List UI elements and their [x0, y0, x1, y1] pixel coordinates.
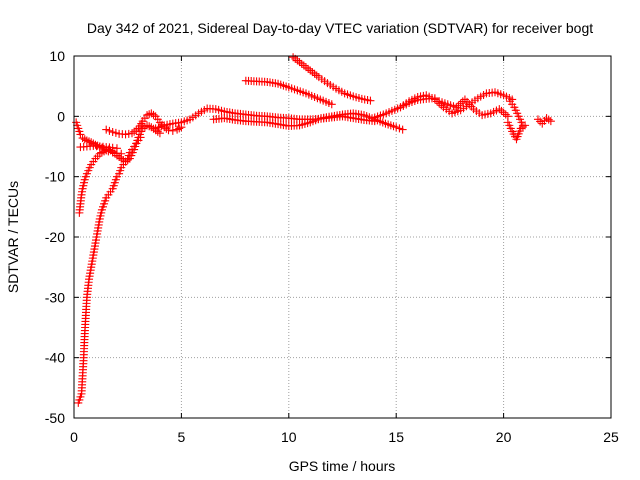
y-tick-label: -20 [45, 229, 65, 245]
data-point [168, 126, 177, 135]
y-tick-label: -50 [45, 410, 65, 426]
data-point-interp [395, 124, 404, 133]
data-point [121, 130, 130, 139]
data-point [398, 125, 407, 134]
series-arc-9 [289, 53, 375, 105]
series-arc-7 [209, 109, 407, 134]
data-point-interp [111, 128, 120, 137]
data-point-interp [149, 110, 158, 119]
y-tick-label: 10 [49, 48, 65, 64]
axes: 0 5 10 15 20 25 -50 -40 -30 -20 -10 0 10 [45, 48, 619, 445]
data-point-interp [497, 106, 506, 115]
data-point [155, 129, 164, 138]
series-arc-5 [102, 109, 186, 139]
data-point-interp [145, 110, 154, 119]
x-tick-label: 10 [281, 429, 297, 445]
data-point-interp [124, 129, 133, 138]
data-point-interp [105, 126, 114, 135]
chart-title: Day 342 of 2021, Sidereal Day-to-day VTE… [87, 20, 593, 36]
data-point-interp [499, 108, 508, 117]
y-axis-label: SDTVAR / TECUs [5, 181, 21, 293]
data-point [327, 100, 336, 109]
data-points [72, 53, 555, 407]
y-tick-label: -40 [45, 350, 65, 366]
series-arc-8 [241, 76, 336, 109]
data-point-interp [544, 115, 553, 124]
data-point [108, 128, 117, 137]
y-tick-label: -30 [45, 289, 65, 305]
data-point [546, 117, 555, 126]
series-arc-14 [506, 97, 527, 130]
x-axis-label: GPS time / hours [289, 458, 396, 474]
data-point [392, 123, 401, 132]
data-point [164, 126, 173, 135]
y-tick-label: -10 [45, 169, 65, 185]
y-tick-label: 0 [57, 108, 65, 124]
x-tick-label: 20 [496, 429, 512, 445]
x-tick-label: 25 [603, 429, 619, 445]
series-arc-15 [533, 114, 555, 128]
x-tick-label: 5 [178, 429, 186, 445]
data-point-interp [501, 110, 510, 119]
plot-frame [73, 55, 612, 419]
x-tick-label: 0 [70, 429, 78, 445]
grid [74, 56, 611, 418]
data-point [533, 115, 542, 124]
data-point [366, 96, 375, 105]
data-point [518, 121, 527, 130]
data-point [102, 125, 111, 134]
data-point [112, 144, 121, 153]
series-arc-4 [74, 133, 145, 407]
x-tick-label: 15 [388, 429, 404, 445]
data-point [136, 133, 145, 142]
